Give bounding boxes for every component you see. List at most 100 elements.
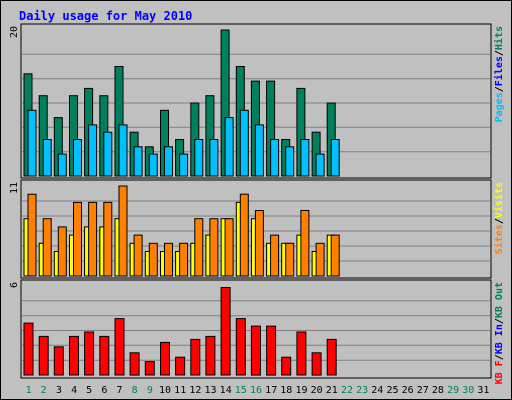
bar-files-day-8 (133, 146, 143, 177)
x-tick-label: 10 (159, 385, 171, 396)
x-tick-label: 21 (326, 385, 338, 396)
bar-sites-day-17 (270, 234, 280, 277)
x-tick-label: 4 (71, 385, 77, 396)
bar-sites-day-6 (103, 201, 113, 277)
x-axis-labels: 1 2 3 4 5 6 7 8 9 10 11 12 13 14 15 16 17 18 19 20 21 22 23 24 2… (26, 385, 490, 396)
x-tick-label: 27 (417, 385, 429, 396)
bar-files-day-1 (27, 109, 37, 177)
bar-files-day-10 (164, 146, 173, 177)
bar-kbf-day-3 (53, 346, 64, 376)
bar-kbf-day-4 (69, 335, 79, 376)
bar-sites-day-2 (42, 218, 52, 277)
bar-kbf-day-9 (144, 361, 155, 376)
legend-separator: / (494, 354, 505, 360)
legend-item: Sites (493, 224, 505, 254)
bar-kbf-day-20 (311, 352, 322, 376)
x-tick-label: 20 (311, 385, 323, 396)
bar-kbf-day-12 (190, 338, 201, 376)
bar-kbf-day-16 (250, 325, 261, 376)
x-tick-label: 5 (86, 385, 92, 396)
x-tick-label: 19 (295, 385, 307, 396)
x-tick-label: 13 (204, 385, 216, 396)
bar-sites-day-11 (179, 242, 189, 277)
bar-sites-day-14 (224, 218, 234, 277)
bar-files-day-17 (270, 139, 280, 177)
x-tick-label: 18 (280, 385, 292, 396)
x-tick-label: 14 (220, 385, 232, 396)
chart-title: Daily usage for May 2010 (19, 9, 192, 23)
bar-files-day-19 (300, 139, 310, 177)
bar-kbf-day-7 (114, 318, 125, 376)
bar-sites-day-19 (300, 210, 310, 277)
x-tick-label: 9 (147, 385, 153, 396)
bar-sites-day-20 (315, 242, 325, 277)
x-tick-label: 28 (432, 385, 444, 396)
bar-files-day-6 (103, 131, 113, 177)
y-max-label: 20 (9, 26, 20, 38)
x-tick-label: 2 (41, 385, 47, 396)
bar-files-day-3 (57, 153, 67, 177)
bar-kbf-day-15 (235, 318, 246, 376)
bar-sites-day-3 (57, 226, 67, 277)
legend-item: Visits (493, 182, 505, 218)
panel-sites-visits: 11 Sites/Visits (9, 179, 505, 279)
x-tick-label: 6 (101, 385, 107, 396)
bar-files-day-16 (254, 124, 264, 177)
bar-kbf-day-8 (129, 352, 140, 376)
panel-kbytes: 6KB F/KB In/KB Out (9, 279, 505, 384)
bar-files-day-5 (88, 124, 98, 177)
legend-separator: / (494, 50, 505, 56)
x-tick-label: 30 (462, 385, 474, 396)
x-tick-label: 22 (341, 385, 353, 396)
bar-kbf-day-1 (23, 322, 34, 376)
bar-files-day-9 (148, 153, 158, 177)
bar-files-day-15 (239, 109, 249, 177)
legend-separator: / (494, 318, 505, 324)
legend-item: Pages (494, 92, 505, 122)
bar-files-day-4 (73, 139, 82, 177)
legend-item: KB Out (494, 282, 505, 318)
x-tick-label: 23 (356, 385, 368, 396)
bar-kbf-day-14 (220, 287, 231, 376)
y-max-label: 11 (9, 182, 20, 194)
bar-kbf-day-19 (296, 331, 307, 376)
legend-separator: / (494, 218, 505, 224)
x-tick-label: 11 (174, 385, 186, 396)
x-tick-label: 24 (371, 385, 383, 396)
legend-item: KB F (494, 360, 505, 384)
x-tick-label: 8 (132, 385, 138, 396)
bar-sites-day-5 (88, 201, 98, 277)
legend-item: Hits (493, 26, 505, 50)
bar-files-day-13 (209, 139, 219, 177)
x-tick-label: 31 (477, 385, 489, 396)
bar-sites-day-13 (209, 218, 219, 277)
bar-files-day-11 (179, 153, 189, 177)
bar-files-day-18 (285, 146, 295, 177)
x-tick-label: 17 (265, 385, 277, 396)
panel-legend: KB F/KB In/KB Out (494, 282, 505, 384)
legend-item: KB In (494, 324, 505, 354)
panel-legend: Sites/Visits (493, 182, 505, 254)
bar-kbf-day-5 (84, 331, 95, 376)
bar-sites-day-1 (27, 193, 37, 277)
bar-sites-day-15 (239, 193, 249, 277)
bar-kbf-day-13 (205, 335, 216, 376)
x-tick-label: 7 (116, 385, 122, 396)
bar-files-day-21 (330, 139, 340, 177)
y-max-label: 6 (9, 282, 20, 288)
bar-files-day-20 (315, 153, 325, 177)
bar-sites-day-18 (285, 242, 295, 277)
bar-kbf-day-18 (281, 356, 292, 376)
panel-legend: Pages/Files/Hits (493, 26, 505, 122)
bar-kbf-day-17 (266, 325, 277, 376)
bar-sites-day-4 (73, 201, 82, 277)
x-tick-label: 26 (402, 385, 414, 396)
bar-kbf-day-11 (175, 356, 186, 376)
bar-sites-day-8 (133, 234, 143, 277)
x-tick-label: 1 (26, 385, 32, 396)
bar-files-day-2 (42, 139, 52, 177)
x-tick-label: 16 (250, 385, 262, 396)
bar-sites-day-7 (118, 185, 128, 277)
bar-kbf-day-21 (326, 338, 337, 376)
